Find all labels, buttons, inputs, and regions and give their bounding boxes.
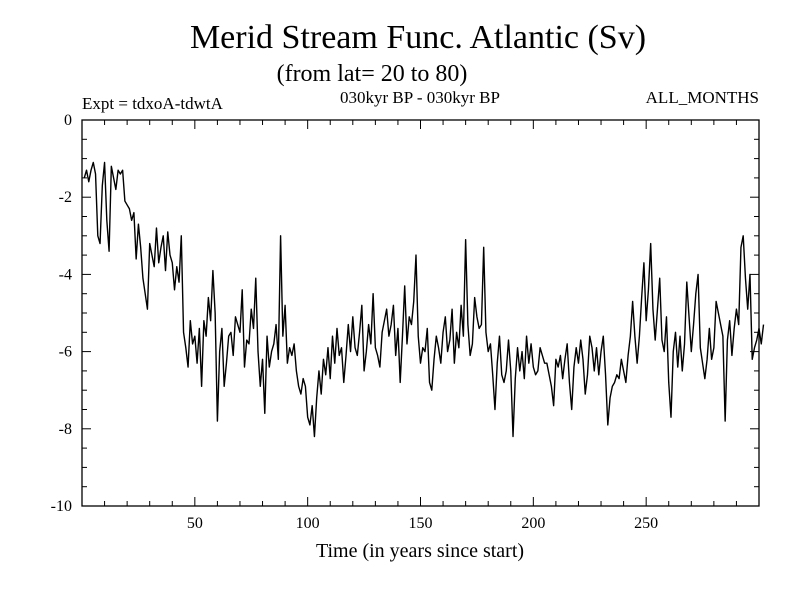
period-label: 030kyr BP - 030kyr BP	[340, 88, 500, 107]
series-line	[83, 161, 765, 438]
axis-ticks	[82, 119, 759, 507]
y-tick-labels: 0 -2 -4 -6 -8 -10	[51, 112, 72, 515]
months-label: ALL_MONTHS	[646, 88, 759, 107]
x-axis-label: Time (in years since start)	[316, 540, 524, 562]
y-tick-label: -6	[59, 344, 72, 361]
experiment-label: Expt = tdxoA-tdwtA	[82, 94, 224, 113]
x-tick-labels: 50 100 150 200 250	[187, 515, 658, 532]
x-tick-label: 150	[409, 515, 433, 532]
x-tick-label: 250	[634, 515, 658, 532]
x-tick-label: 200	[521, 515, 545, 532]
y-tick-label: -4	[59, 266, 72, 283]
y-tick-label: 0	[64, 112, 72, 129]
chart-subtitle: (from lat= 20 to 80)	[277, 61, 468, 87]
x-tick-label: 100	[296, 515, 320, 532]
y-tick-label: -10	[51, 498, 72, 515]
y-tick-label: -2	[59, 189, 72, 206]
y-tick-label: -8	[59, 421, 72, 438]
x-tick-label: 50	[187, 515, 203, 532]
chart-title: Merid Stream Func. Atlantic (Sv)	[190, 19, 646, 56]
